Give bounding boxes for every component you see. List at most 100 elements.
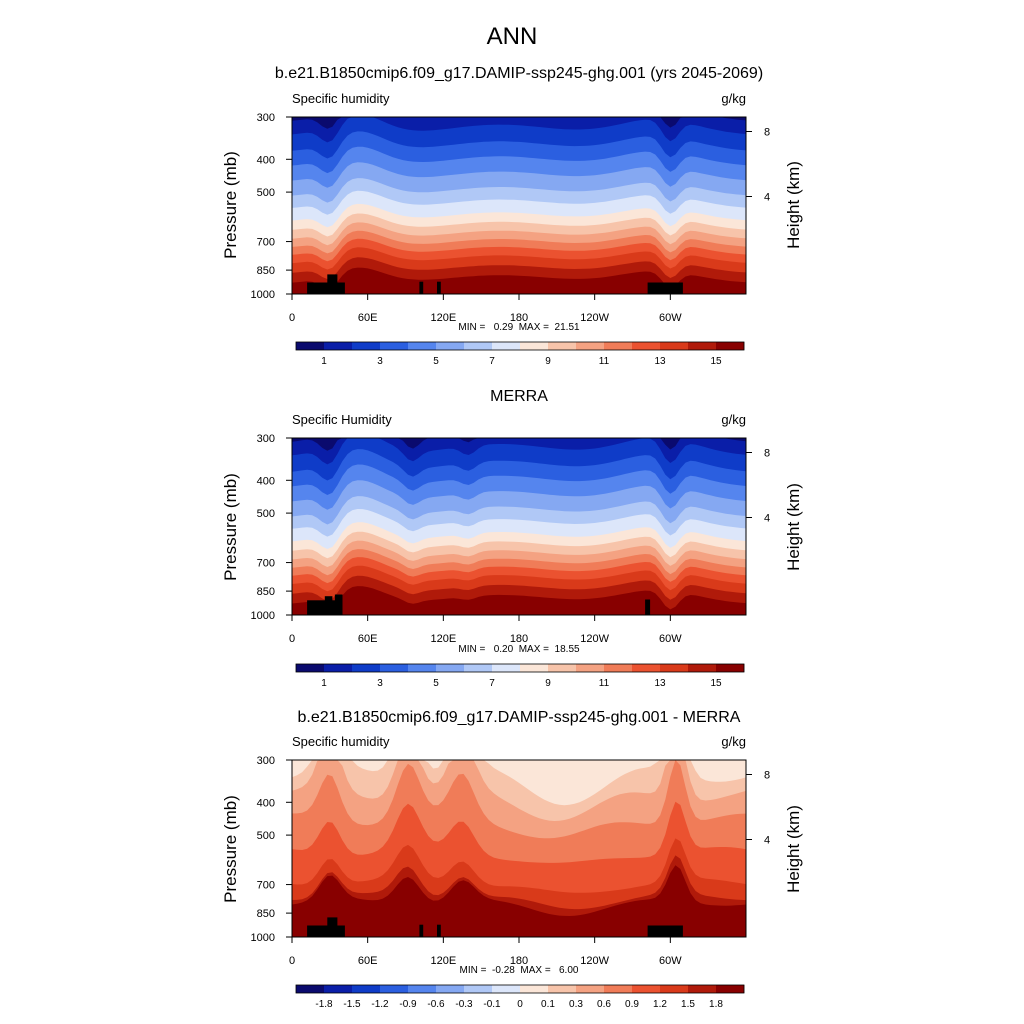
colorbar-swatch — [520, 664, 549, 672]
colorbar-swatch — [688, 342, 717, 350]
contour-band-15 — [292, 267, 746, 294]
colorbar-label: -0.3 — [455, 999, 473, 1010]
colorbar-swatch — [492, 985, 521, 993]
colorbar-swatch — [520, 985, 549, 993]
y-tick-label: 300 — [257, 433, 275, 445]
topography — [307, 282, 345, 294]
x-tick-label: 180 — [510, 633, 528, 645]
colorbar-swatch — [492, 664, 521, 672]
colorbar-swatch — [688, 664, 717, 672]
y-tick-label: 1000 — [251, 932, 275, 944]
colorbar-label: 15 — [710, 678, 722, 689]
colorbar-swatch — [716, 342, 745, 350]
x-tick-label: 0 — [289, 312, 295, 324]
y2-axis-title: Height (km) — [784, 805, 803, 893]
x-tick-label: 180 — [510, 312, 528, 324]
colorbar-swatch — [604, 342, 633, 350]
variable-label: Specific Humidity — [292, 412, 392, 427]
colorbar-label: -1.5 — [343, 999, 361, 1010]
topography — [327, 917, 338, 937]
x-tick-label: 60W — [659, 633, 682, 645]
topography — [647, 282, 683, 294]
colorbar-swatch — [296, 664, 325, 672]
colorbar-swatch — [548, 664, 577, 672]
colorbar-label: 3 — [377, 678, 383, 689]
contour-band-15 — [292, 865, 746, 937]
colorbar: 1 3 5 7 9 11 13 15 — [295, 663, 745, 689]
figure-title: ANN — [487, 23, 538, 50]
topography — [327, 274, 338, 294]
x-tick-label: 180 — [510, 955, 528, 967]
y2-tick-label: 4 — [764, 513, 770, 525]
y-tick-label: 500 — [257, 508, 275, 520]
colorbar-label: 1 — [321, 356, 327, 367]
min-max-stats: MIN = 0.29 MAX = 21.51 — [458, 322, 580, 333]
y-tick-label: 700 — [257, 880, 275, 892]
colorbar-label: 0.9 — [625, 999, 639, 1010]
colorbar-swatch — [380, 985, 409, 993]
topography — [324, 596, 333, 615]
contour-field — [292, 117, 746, 294]
colorbar-swatch — [380, 342, 409, 350]
colorbar-label: 3 — [377, 356, 383, 367]
x-tick-label: 120W — [580, 633, 609, 645]
colorbar-swatch — [548, 342, 577, 350]
y-tick-label: 500 — [257, 187, 275, 199]
x-tick-label: 60W — [659, 955, 682, 967]
topography — [647, 925, 683, 937]
units-label: g/kg — [721, 91, 746, 106]
colorbar-swatch — [548, 985, 577, 993]
colorbar-swatch — [660, 985, 689, 993]
colorbar-frame — [295, 341, 745, 351]
y2-axis-title: Height (km) — [784, 483, 803, 571]
colorbar-swatch — [520, 342, 549, 350]
topography — [437, 924, 441, 937]
colorbar-swatch — [464, 985, 493, 993]
colorbar-swatch — [436, 664, 465, 672]
colorbar-swatch — [632, 985, 661, 993]
colorbar-label: 5 — [433, 356, 439, 367]
colorbar-label: 0.3 — [569, 999, 583, 1010]
x-tick-label: 120W — [580, 955, 609, 967]
units-label: g/kg — [721, 412, 746, 427]
colorbar-label: 11 — [599, 356, 610, 367]
colorbar-label: 7 — [489, 356, 495, 367]
y-tick-label: 400 — [257, 797, 275, 809]
colorbar-swatch — [296, 985, 325, 993]
x-tick-label: 60E — [358, 955, 378, 967]
colorbar-label: 1.2 — [653, 999, 667, 1010]
y-axis-title: Pressure (mb) — [221, 151, 240, 259]
y-tick-label: 300 — [257, 755, 275, 767]
topography — [437, 281, 441, 294]
y-tick-label: 1000 — [251, 610, 275, 622]
colorbar-label: 9 — [545, 678, 551, 689]
y-tick-label: 850 — [257, 586, 275, 598]
x-tick-label: 120W — [580, 312, 609, 324]
x-tick-label: 0 — [289, 955, 295, 967]
colorbar-swatch — [436, 985, 465, 993]
colorbar-swatch — [632, 664, 661, 672]
x-tick-label: 0 — [289, 633, 295, 645]
y-axis-title: Pressure (mb) — [221, 473, 240, 581]
topography — [645, 599, 651, 615]
colorbar-swatch — [576, 342, 605, 350]
panel-title: b.e21.B1850cmip6.f09_g17.DAMIP-ssp245-gh… — [275, 65, 763, 82]
topography — [307, 925, 345, 937]
colorbar-swatch — [688, 985, 717, 993]
colorbar-swatch — [632, 342, 661, 350]
panel-title: b.e21.B1850cmip6.f09_g17.DAMIP-ssp245-gh… — [298, 709, 741, 726]
y2-axis-title: Height (km) — [784, 161, 803, 249]
contour-band-15 — [292, 586, 746, 615]
contour-field — [292, 438, 746, 615]
colorbar-swatch — [352, 985, 381, 993]
colorbar-swatch — [660, 664, 689, 672]
colorbar-swatch — [660, 342, 689, 350]
y-tick-label: 700 — [257, 558, 275, 570]
colorbar-swatch — [604, 985, 633, 993]
topography — [419, 924, 424, 937]
colorbar-label: 5 — [433, 678, 439, 689]
variable-label: Specific humidity — [292, 91, 390, 106]
colorbar-label: 1.8 — [709, 999, 723, 1010]
colorbar-label: -1.8 — [315, 999, 333, 1010]
colorbar-label: 0.6 — [597, 999, 611, 1010]
